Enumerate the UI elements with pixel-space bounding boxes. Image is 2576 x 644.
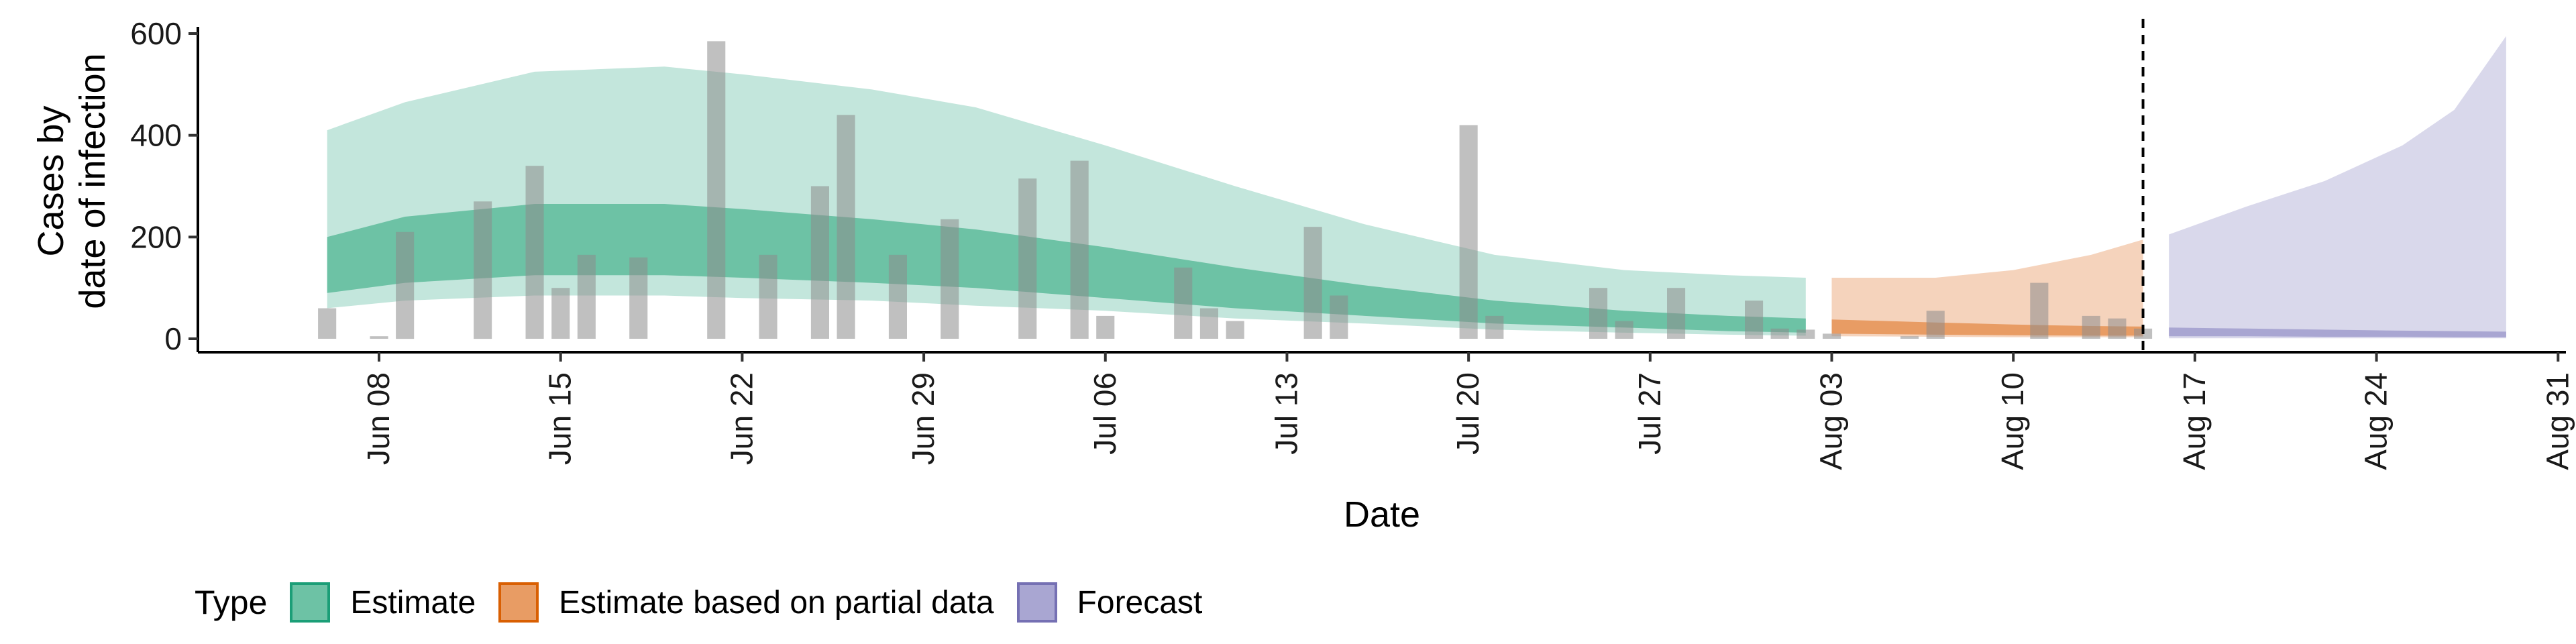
- reported-cases-bar: [1096, 315, 1115, 339]
- reported-cases-bar: [1459, 125, 1478, 339]
- legend-label-forecast: Forecast: [1077, 584, 1203, 621]
- reported-cases-bar: [1900, 336, 1919, 339]
- x-tick-label: Jun 15: [543, 372, 578, 465]
- reported-cases-bar: [1589, 288, 1608, 339]
- x-tick-label: Jun 22: [724, 372, 759, 465]
- reported-cases-bar: [707, 41, 726, 339]
- reported-cases-bar: [551, 288, 570, 339]
- y-axis-title-line: date of infection: [72, 53, 113, 309]
- reported-cases-bar: [318, 308, 337, 339]
- reported-cases-bar: [2082, 315, 2100, 339]
- y-axis-title-line: Cases by: [31, 105, 71, 256]
- reported-cases-bar: [1485, 315, 1504, 339]
- reported-cases-bar: [2030, 282, 2049, 339]
- ribbon-90-forecast: [2169, 36, 2506, 339]
- legend-label-estimate: Estimate: [350, 584, 476, 621]
- y-tick-label: 400: [130, 118, 182, 153]
- legend-item-estimate: Estimate: [290, 582, 476, 623]
- x-tick-label: Jul 13: [1269, 372, 1303, 455]
- ribbon-50-estimate-based-on-partial-data: [1831, 319, 2143, 336]
- reported-cases-bar: [941, 219, 959, 339]
- reported-cases-bar: [1070, 160, 1089, 339]
- ribbon-layer: [327, 36, 2506, 339]
- ribbon-50-estimate: [327, 204, 1806, 333]
- x-tick-label: Aug 17: [2177, 372, 2212, 470]
- x-tick-label: Jul 20: [1450, 372, 1485, 455]
- reported-cases-bar: [1823, 333, 1841, 339]
- legend-label-partial-estimate: Estimate based on partial data: [559, 584, 994, 621]
- legend: Type Estimate Estimate based on partial …: [195, 576, 1225, 629]
- y-axis-title: Cases bydate of infection: [31, 53, 113, 309]
- y-tick-label: 0: [164, 321, 182, 356]
- reported-cases-bar: [759, 254, 777, 339]
- reported-cases-bar: [577, 254, 596, 339]
- axes: [197, 27, 2566, 354]
- reported-cases-bar: [837, 115, 855, 339]
- reported-cases-bar: [1796, 329, 1815, 339]
- ribbon-90-estimate-based-on-partial-data: [1831, 239, 2143, 337]
- reported-cases-bar: [396, 231, 415, 339]
- reported-cases-bar: [2108, 318, 2127, 339]
- y-tick-label: 200: [130, 219, 182, 254]
- legend-title: Type: [195, 584, 268, 621]
- x-axis-title: Date: [1344, 494, 1420, 535]
- reported-cases-bar: [888, 254, 907, 339]
- ribbon-90-estimate: [327, 66, 1806, 336]
- x-tick-label: Aug 10: [1995, 372, 2030, 470]
- reported-cases-bar: [810, 186, 829, 339]
- reported-cases-bar: [474, 201, 492, 339]
- x-tick-label: Jul 06: [1087, 372, 1122, 455]
- reported-cases-bar: [1770, 328, 1789, 339]
- x-tick-label: Jun 29: [906, 372, 941, 465]
- reported-cases-bars: [318, 41, 2153, 339]
- reported-cases-bar: [1615, 321, 1633, 339]
- reported-cases-bar: [1174, 267, 1193, 339]
- legend-swatch-forecast: [1016, 582, 1057, 623]
- reported-cases-bar: [1226, 321, 1244, 339]
- x-tick-label: Aug 31: [2540, 372, 2575, 470]
- legend-item-partial-estimate: Estimate based on partial data: [498, 582, 994, 623]
- reported-cases-bar: [1926, 311, 1945, 339]
- x-tick-label: Aug 24: [2359, 372, 2394, 470]
- reported-cases-bar: [525, 166, 544, 339]
- y-axis-ticks: 0 200 400 600: [130, 16, 198, 356]
- legend-swatch-partial-estimate: [498, 582, 539, 623]
- x-tick-label: Jun 08: [361, 372, 396, 465]
- legend-item-forecast: Forecast: [1016, 582, 1203, 623]
- reported-cases-bar: [629, 257, 648, 339]
- reported-cases-bar: [1745, 301, 1764, 339]
- legend-swatch-estimate: [290, 582, 331, 623]
- reported-cases-bar: [1330, 295, 1348, 339]
- x-axis-ticks: Jun 08 Jun 15 Jun 22 Jun 29 Jul 06 Jul 13 Jul …: [361, 352, 2575, 470]
- y-tick-label: 600: [130, 16, 182, 51]
- reported-cases-bar: [1199, 308, 1218, 339]
- reported-cases-bar: [1303, 227, 1322, 339]
- reported-cases-bar: [1667, 288, 1686, 339]
- reported-cases-bar: [370, 336, 388, 339]
- reported-cases-bar: [1018, 178, 1037, 339]
- x-tick-label: Jul 27: [1632, 372, 1667, 455]
- x-tick-label: Aug 03: [1814, 372, 1849, 470]
- ribbon-50-forecast: [2169, 327, 2506, 337]
